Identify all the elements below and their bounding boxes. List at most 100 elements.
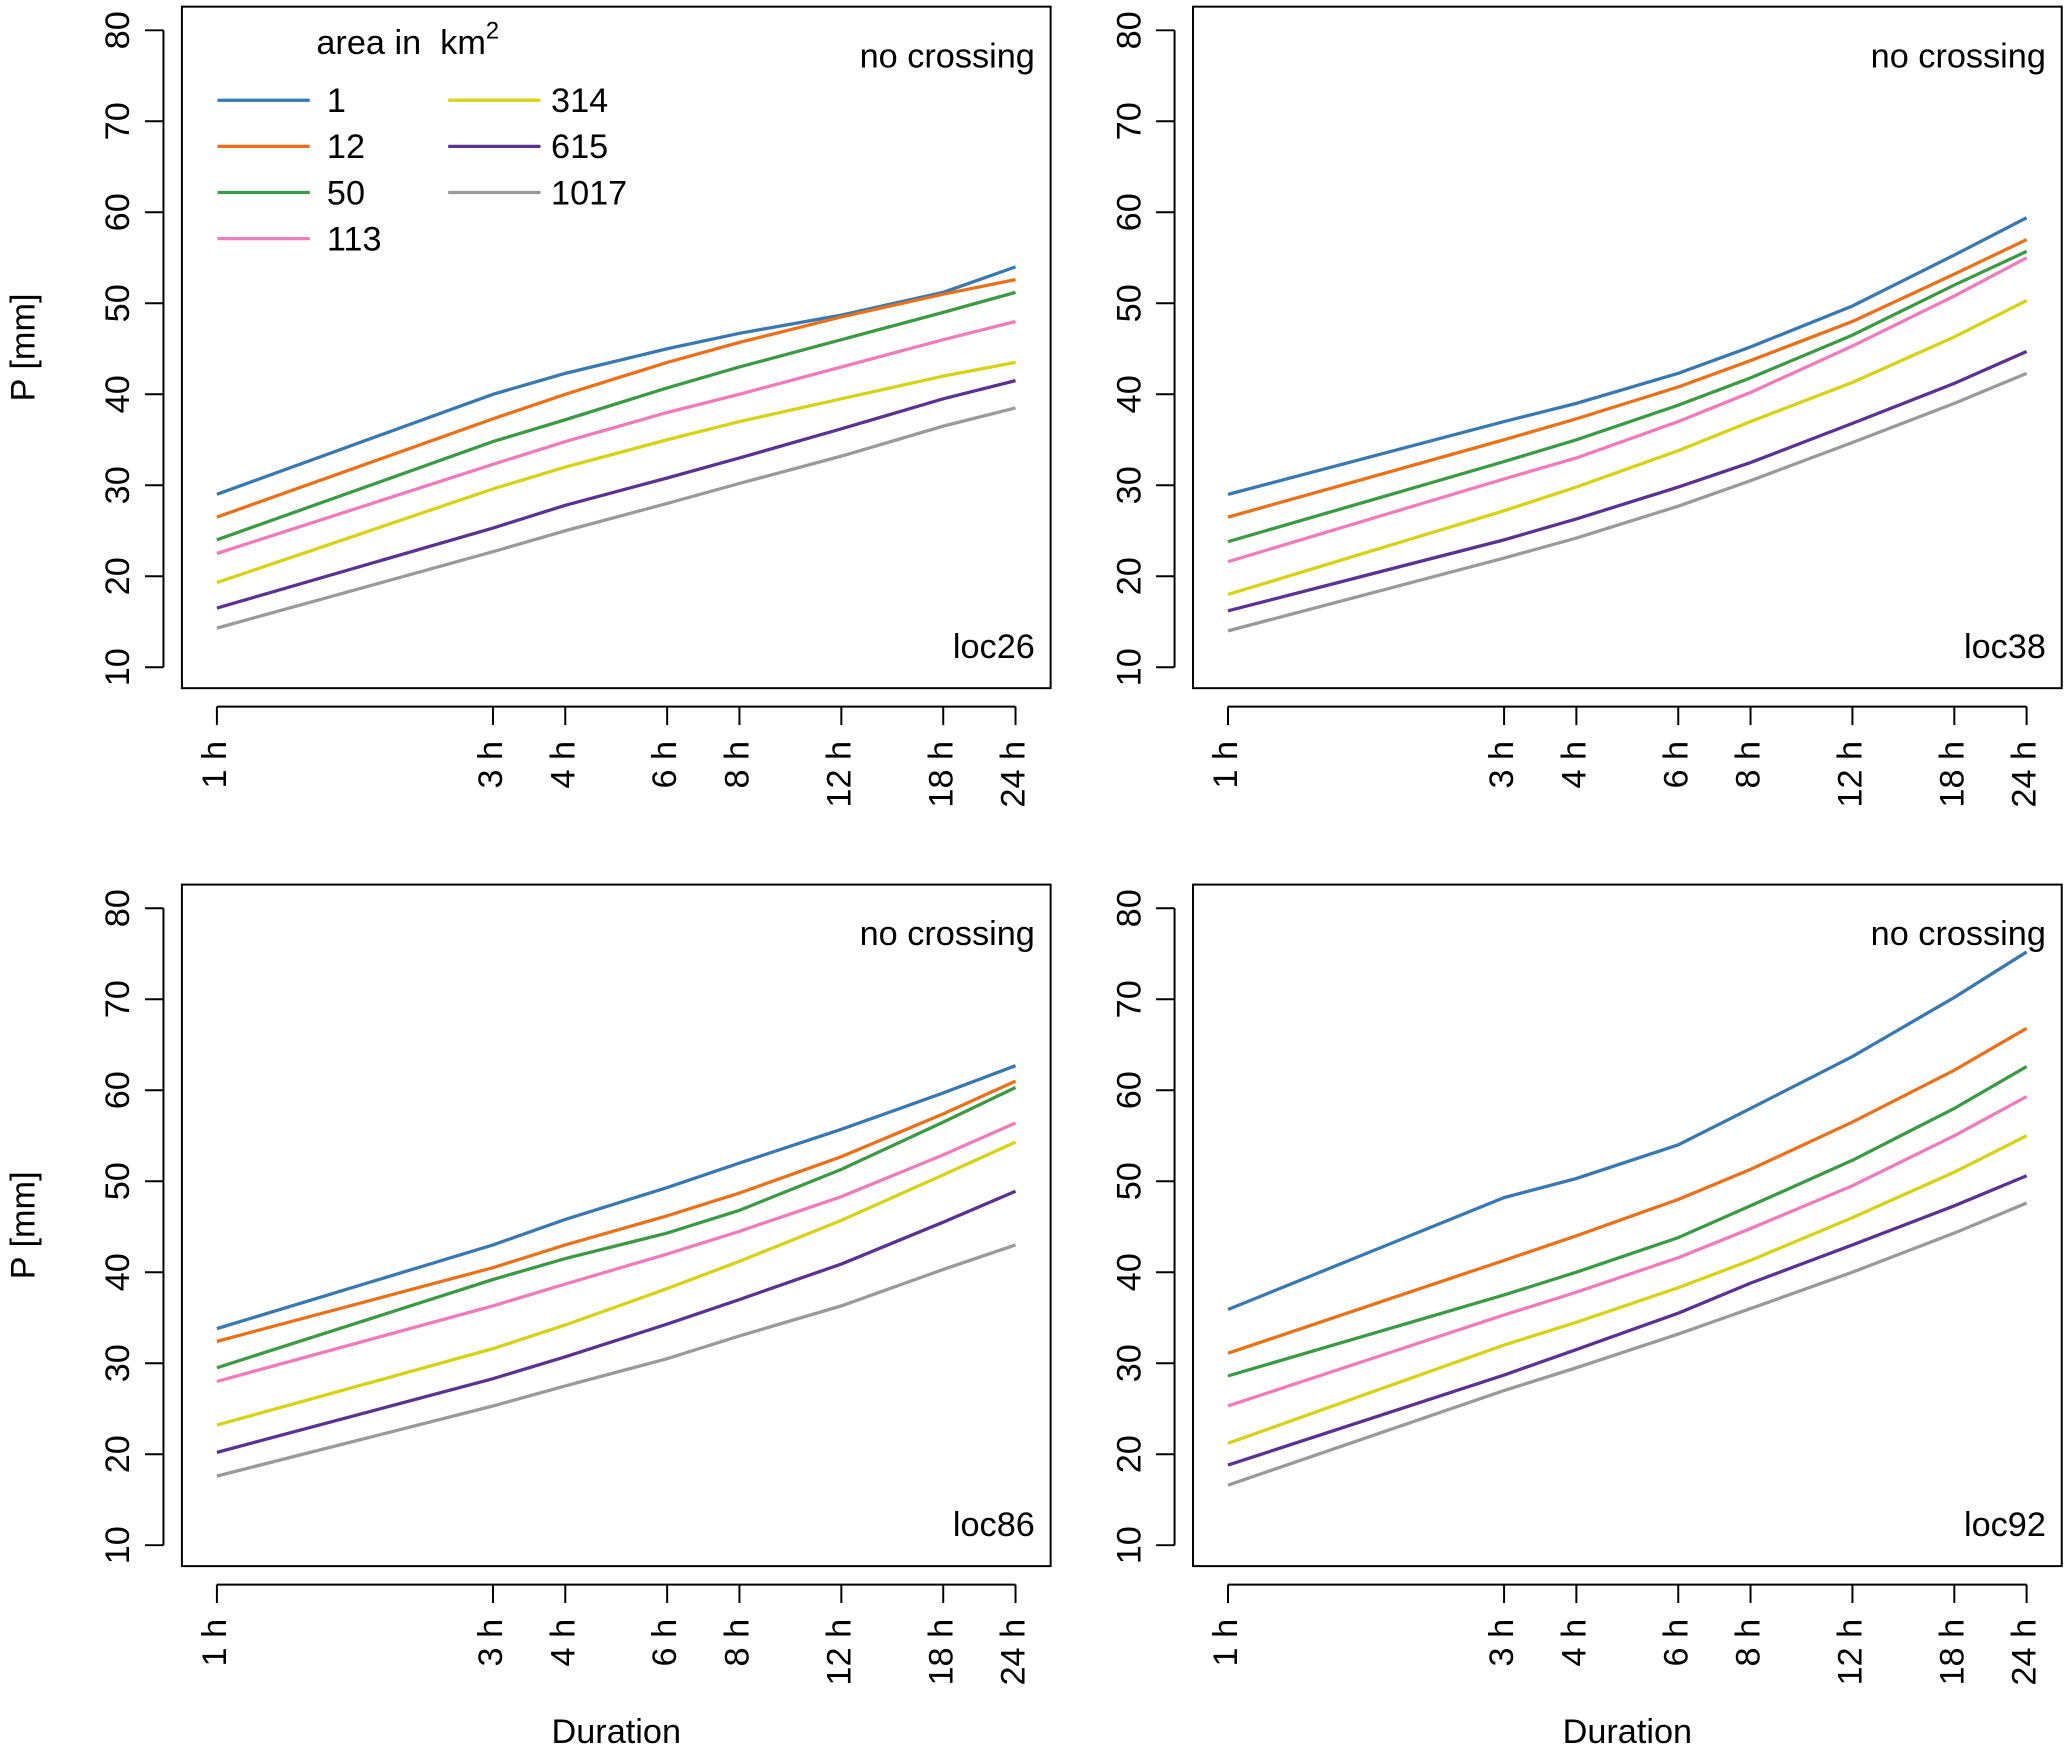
- plot-frame: [1192, 5, 2063, 690]
- y-tick-label: 70: [99, 980, 137, 1018]
- legend-title-text: area in km: [316, 24, 486, 62]
- legend-label: 615: [551, 128, 608, 166]
- x-tick-label: 18 h: [1933, 1619, 1971, 1686]
- plot-frame: [180, 5, 1052, 690]
- y-tick-label: 50: [1110, 284, 1148, 322]
- x-tick-label: 1 h: [196, 1619, 234, 1667]
- x-tick-label: 18 h: [922, 741, 960, 808]
- y-tick-label: 50: [99, 284, 137, 322]
- series-line: [216, 1086, 1017, 1370]
- y-axis-title: P [mm]: [4, 1171, 42, 1279]
- y-tick-label: 60: [1110, 193, 1148, 231]
- x-tick-label: 24 h: [2006, 741, 2044, 808]
- series-line: [216, 379, 1016, 610]
- annotation: no crossing: [860, 915, 1035, 953]
- series-line: [216, 1189, 1017, 1454]
- series-line: [1227, 238, 2028, 519]
- series-line: [1227, 1026, 2028, 1355]
- series-line: [1227, 256, 2028, 564]
- x-tick-label: 3 h: [472, 1619, 510, 1667]
- x-tick-label: 6 h: [1657, 741, 1695, 789]
- series-line: [1227, 349, 2028, 613]
- legend-title: area in km2: [316, 18, 499, 62]
- x-tick-label: 8 h: [1730, 741, 1768, 789]
- y-tick-label: 30: [1110, 466, 1148, 504]
- legend-label: 50: [327, 174, 365, 212]
- series-line: [1227, 1095, 2028, 1408]
- y-tick-label: 30: [99, 1344, 137, 1382]
- series-line: [216, 406, 1016, 630]
- x-axis-title: Duration: [1563, 1713, 1693, 1751]
- x-tick-label: 6 h: [646, 1619, 684, 1667]
- x-tick-label: 8 h: [718, 1619, 756, 1667]
- series-line: [1227, 249, 2028, 544]
- series-line: [216, 1140, 1017, 1427]
- legend-title-sup: 2: [486, 18, 499, 44]
- y-tick-label: 40: [1110, 375, 1148, 413]
- series-line: [216, 319, 1016, 556]
- series-line: [216, 265, 1017, 496]
- series-line: [216, 1064, 1017, 1331]
- x-tick-label: 12 h: [1831, 1619, 1869, 1686]
- panel-label: loc26: [953, 628, 1035, 666]
- y-tick-label: 40: [99, 375, 137, 413]
- x-tick-label: 18 h: [1933, 741, 1971, 808]
- y-tick-label: 20: [1110, 1435, 1148, 1473]
- series-line: [1227, 216, 2028, 496]
- y-tick-label: 80: [1110, 11, 1148, 49]
- x-tick-label: 1 h: [1207, 741, 1245, 789]
- series-line: [216, 1121, 1017, 1383]
- y-tick-label: 10: [1110, 648, 1148, 686]
- x-tick-label: 12 h: [1831, 741, 1869, 808]
- series-line: [1227, 1201, 2028, 1487]
- y-tick-label: 30: [1110, 1344, 1148, 1382]
- y-tick-label: 20: [99, 1435, 137, 1473]
- x-tick-label: 4 h: [544, 741, 582, 789]
- y-tick-label: 70: [99, 102, 137, 140]
- annotation: no crossing: [1871, 915, 2046, 953]
- series-line: [1227, 1065, 2028, 1378]
- y-tick-label: 80: [99, 889, 137, 927]
- y-tick-label: 40: [1110, 1253, 1148, 1291]
- x-tick-label: 1 h: [196, 741, 234, 789]
- y-tick-label: 10: [99, 648, 137, 686]
- x-tick-label: 4 h: [544, 1619, 582, 1667]
- x-tick-label: 3 h: [1483, 1619, 1521, 1667]
- y-tick-label: 80: [99, 11, 137, 49]
- series-line: [1227, 371, 2028, 633]
- x-tick-label: 12 h: [820, 1619, 858, 1686]
- x-tick-label: 12 h: [820, 741, 858, 808]
- x-tick-label: 8 h: [1730, 1619, 1768, 1667]
- series-line: [216, 1243, 1017, 1478]
- y-tick-label: 80: [1110, 889, 1148, 927]
- series-line: [1227, 950, 2028, 1312]
- x-tick-label: 4 h: [1555, 741, 1593, 789]
- y-tick-label: 20: [99, 557, 137, 595]
- y-tick-label: 10: [1110, 1526, 1148, 1564]
- series-line: [216, 1079, 1017, 1343]
- series-line: [1227, 299, 2028, 597]
- panel-label: loc86: [953, 1506, 1035, 1544]
- y-tick-label: 20: [1110, 557, 1148, 595]
- series-line: [1227, 1134, 2028, 1445]
- series-line: [216, 290, 1016, 542]
- series-line: [1227, 1174, 2028, 1467]
- x-tick-label: 6 h: [646, 741, 684, 789]
- y-tick-label: 60: [99, 1071, 137, 1109]
- x-tick-label: 6 h: [1657, 1619, 1695, 1667]
- y-tick-label: 60: [1110, 1071, 1148, 1109]
- y-tick-label: 30: [99, 466, 137, 504]
- series-line: [216, 278, 1016, 519]
- legend-label: 12: [327, 128, 365, 166]
- x-tick-label: 24 h: [995, 1619, 1033, 1686]
- x-tick-label: 1 h: [1207, 1619, 1245, 1667]
- x-tick-label: 4 h: [1555, 1619, 1593, 1667]
- legend-label: 1017: [551, 174, 627, 212]
- y-axis-title: P [mm]: [4, 293, 42, 401]
- y-tick-label: 40: [99, 1253, 137, 1291]
- annotation: no crossing: [860, 37, 1035, 75]
- series-line: [216, 360, 1016, 585]
- x-tick-label: 24 h: [2006, 1619, 2044, 1686]
- x-tick-label: 24 h: [995, 741, 1033, 808]
